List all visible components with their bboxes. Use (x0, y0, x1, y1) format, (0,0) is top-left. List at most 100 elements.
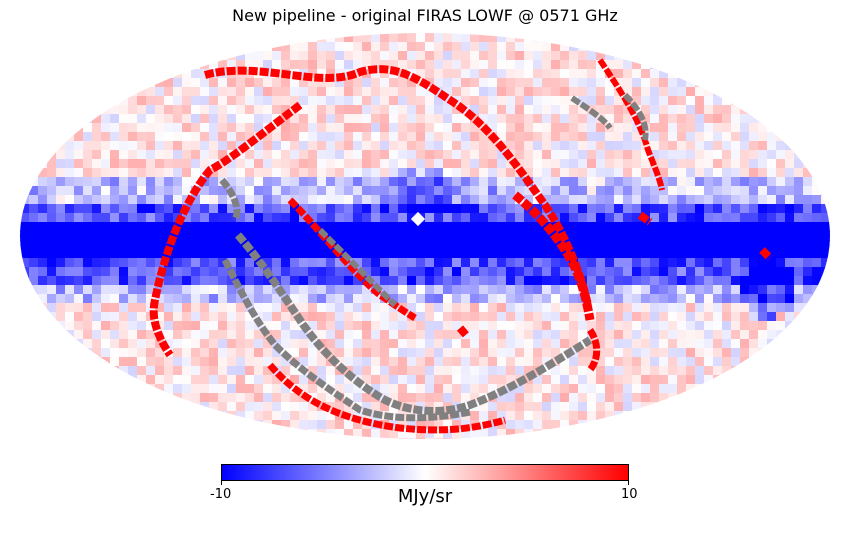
map-pixel (605, 339, 615, 349)
map-pixel (416, 141, 426, 151)
map-pixel (380, 42, 390, 52)
map-pixel (425, 366, 435, 376)
map-pixel (74, 222, 84, 232)
map-pixel (650, 69, 660, 79)
map-pixel (119, 285, 129, 295)
map-pixel (209, 96, 219, 106)
map-pixel (515, 384, 525, 394)
map-pixel (470, 438, 480, 439)
map-pixel (308, 69, 318, 79)
map-pixel (434, 186, 444, 196)
map-pixel (290, 249, 300, 259)
map-pixel (443, 321, 453, 331)
map-pixel (362, 285, 372, 295)
map-pixel (506, 375, 516, 385)
map-pixel (344, 339, 354, 349)
map-pixel (569, 411, 579, 421)
map-pixel (803, 168, 813, 178)
map-pixel (812, 285, 822, 295)
map-pixel (515, 123, 525, 133)
map-pixel (524, 258, 534, 268)
map-pixel (731, 375, 741, 385)
map-pixel (515, 420, 525, 430)
map-pixel (641, 240, 651, 250)
map-pixel (317, 168, 327, 178)
map-pixel (371, 132, 381, 142)
map-pixel (263, 402, 273, 412)
map-pixel (479, 438, 489, 439)
map-pixel (245, 312, 255, 322)
map-pixel (38, 276, 48, 286)
map-pixel (596, 375, 606, 385)
map-pixel (389, 312, 399, 322)
map-pixel (668, 114, 678, 124)
map-pixel (461, 87, 471, 97)
map-pixel (407, 42, 417, 52)
map-pixel (506, 231, 516, 241)
map-pixel (434, 42, 444, 52)
map-pixel (452, 69, 462, 79)
map-pixel (380, 60, 390, 70)
map-pixel (776, 159, 786, 169)
map-pixel (731, 267, 741, 277)
map-pixel (524, 159, 534, 169)
map-pixel (434, 303, 444, 313)
map-pixel (560, 321, 570, 331)
map-pixel (515, 276, 525, 286)
map-pixel (353, 438, 363, 439)
map-pixel (398, 159, 408, 169)
map-pixel (443, 420, 453, 430)
map-pixel (254, 186, 264, 196)
map-pixel (452, 276, 462, 286)
colorbar (221, 464, 629, 481)
map-pixel (830, 186, 840, 196)
map-pixel (659, 294, 669, 304)
map-pixel (317, 177, 327, 187)
map-pixel (443, 141, 453, 151)
map-pixel (263, 276, 273, 286)
map-pixel (803, 312, 813, 322)
map-pixel (488, 159, 498, 169)
map-pixel (641, 276, 651, 286)
map-pixel (182, 276, 192, 286)
map-pixel (263, 114, 273, 124)
map-pixel (335, 330, 345, 340)
map-pixel (299, 384, 309, 394)
map-pixel (155, 96, 165, 106)
map-pixel (344, 231, 354, 241)
map-pixel (119, 195, 129, 205)
map-pixel (776, 294, 786, 304)
map-pixel (92, 168, 102, 178)
map-pixel (335, 78, 345, 88)
map-pixel (776, 249, 786, 259)
map-pixel (434, 51, 444, 61)
map-pixel (731, 132, 741, 142)
map-pixel (650, 60, 660, 70)
map-pixel (335, 177, 345, 187)
map-pixel (335, 438, 345, 439)
map-pixel (335, 96, 345, 106)
map-pixel (785, 177, 795, 187)
map-pixel (722, 87, 732, 97)
map-pixel (542, 105, 552, 115)
map-pixel (623, 159, 633, 169)
map-pixel (470, 330, 480, 340)
map-pixel (398, 429, 408, 439)
map-pixel (245, 258, 255, 268)
map-pixel (272, 204, 282, 214)
map-pixel (281, 285, 291, 295)
map-pixel (515, 69, 525, 79)
map-pixel (614, 303, 624, 313)
map-pixel (317, 249, 327, 259)
map-pixel (695, 141, 705, 151)
map-pixel (236, 249, 246, 259)
map-pixel (236, 294, 246, 304)
map-pixel (578, 141, 588, 151)
map-pixel (200, 411, 210, 421)
map-pixel (380, 375, 390, 385)
map-pixel (380, 240, 390, 250)
map-pixel (650, 213, 660, 223)
map-pixel (353, 141, 363, 151)
map-pixel (821, 303, 830, 313)
map-pixel (218, 303, 228, 313)
